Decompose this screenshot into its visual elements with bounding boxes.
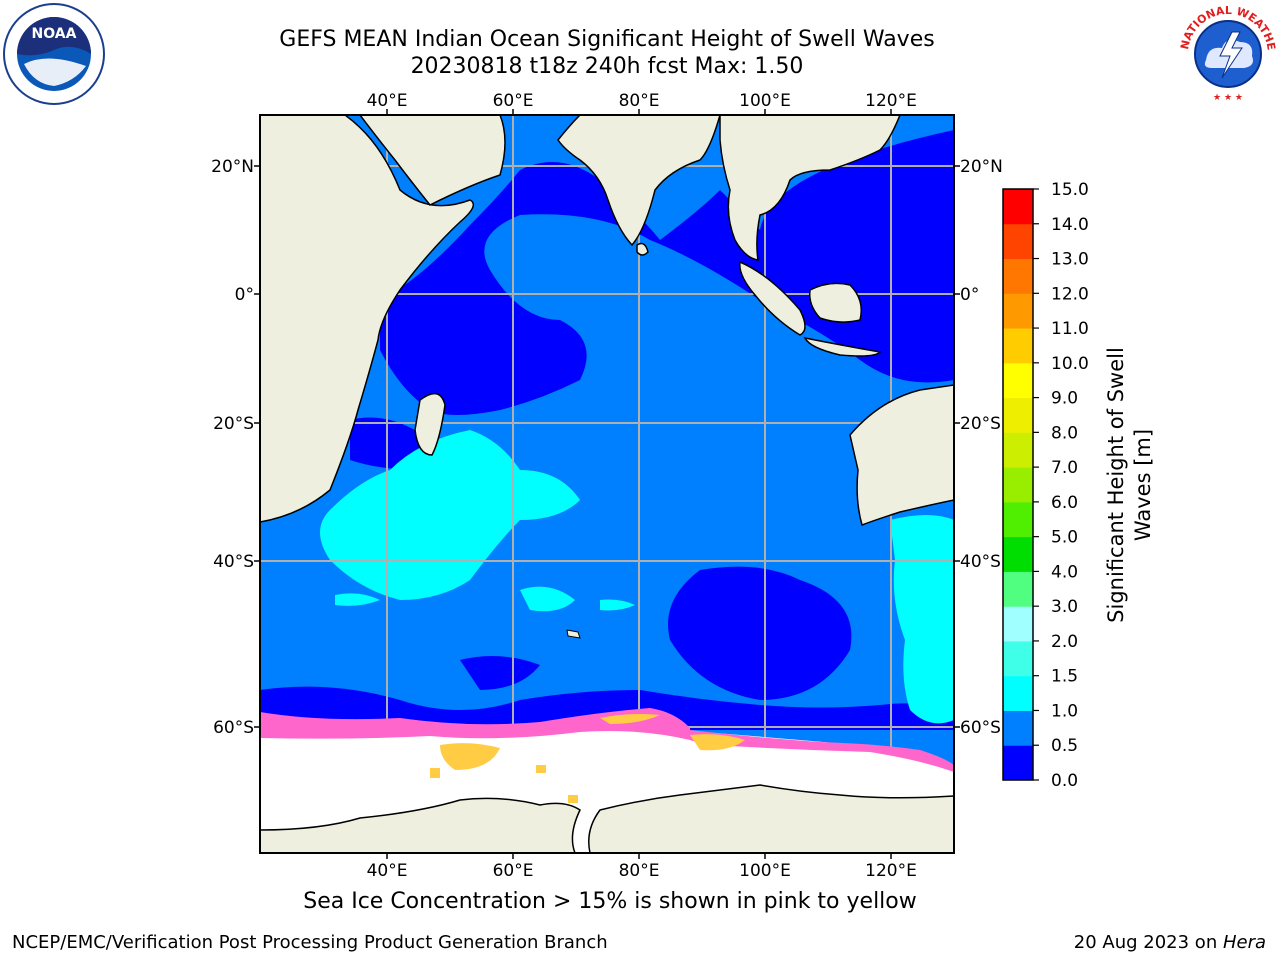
lon-label-bottom: 80°E xyxy=(619,861,660,881)
colorbar-swatch xyxy=(1003,606,1033,642)
lon-label-top: 60°E xyxy=(493,91,534,111)
lat-label-left: 60°S xyxy=(213,718,254,738)
colorbar-tick-label: 14.0 xyxy=(1051,215,1089,235)
noaa-logo-text: NOAA xyxy=(32,26,77,42)
colorbar-tick-label: 7.0 xyxy=(1051,458,1078,478)
colorbar-tick-label: 2.0 xyxy=(1051,632,1078,652)
land-masses xyxy=(260,115,954,853)
colorbar-tick-label: 3.0 xyxy=(1051,597,1078,617)
colorbar-swatch xyxy=(1003,328,1033,364)
map-title: GEFS MEAN Indian Ocean Significant Heigh… xyxy=(279,27,935,52)
lon-label-top: 100°E xyxy=(739,91,791,111)
colorbar-tick-label: 11.0 xyxy=(1051,319,1089,339)
colorbar-swatch xyxy=(1003,397,1033,433)
madagascar xyxy=(414,392,446,456)
colorbar-frame xyxy=(1002,188,1034,781)
colorbar-tick-label: 8.0 xyxy=(1051,423,1078,443)
colorbar-swatch xyxy=(1003,640,1033,677)
colorbar-tick-label: 4.0 xyxy=(1051,562,1078,582)
lat-label-right: 20°N xyxy=(960,157,1003,177)
africa xyxy=(260,115,475,523)
credit-date: 20 Aug 2023 on xyxy=(1073,932,1223,953)
colorbar-swatch xyxy=(1003,362,1033,399)
map-subtitle: 20230818 t18z 240h fcst Max: 1.50 xyxy=(410,54,804,79)
lat-label-left: 40°S xyxy=(213,552,254,572)
lat-label-right: 20°S xyxy=(960,414,1001,434)
colorbar-tick-label: 1.5 xyxy=(1051,667,1078,687)
colorbar-swatch xyxy=(1003,501,1033,538)
credit-left: NCEP/EMC/Verification Post Processing Pr… xyxy=(12,932,608,953)
colorbar-swatch xyxy=(1003,536,1033,572)
colorbar-tick-label: 15.0 xyxy=(1051,180,1089,200)
colorbar-tick-label: 0.0 xyxy=(1051,771,1078,791)
sea-ice-note: Sea Ice Concentration > 15% is shown in … xyxy=(303,889,917,914)
lon-label-top: 80°E xyxy=(619,91,660,111)
swell-high-regions xyxy=(320,430,954,724)
lat-label-right: 60°S xyxy=(960,718,1001,738)
colorbar-swatch xyxy=(1003,710,1033,746)
sea-ice-edge-yellow xyxy=(430,714,745,826)
lon-label-bottom: 100°E xyxy=(739,861,791,881)
india xyxy=(557,115,721,247)
colorbar-swatch xyxy=(1003,745,1033,781)
colorbar-tick-label: 12.0 xyxy=(1051,284,1089,304)
map-frame xyxy=(259,114,955,854)
colorbar-tick-label: 10.0 xyxy=(1051,354,1089,374)
java xyxy=(803,336,882,357)
sea-ice-edge-pink xyxy=(260,708,954,772)
colorbar-tick-label: 1.0 xyxy=(1051,701,1078,721)
lon-label-bottom: 120°E xyxy=(865,861,917,881)
colorbar-tick-label: 9.0 xyxy=(1051,389,1078,409)
credit-right: 20 Aug 2023 on Hera xyxy=(1074,932,1266,953)
lon-label-bottom: 40°E xyxy=(367,861,408,881)
lat-label-right: 0° xyxy=(960,285,979,305)
lon-label-top: 120°E xyxy=(865,91,917,111)
colorbar-tick-label: 6.0 xyxy=(1051,493,1078,513)
lon-label-bottom: 60°E xyxy=(493,861,534,881)
colorbar-swatch xyxy=(1003,258,1033,294)
sumatra xyxy=(739,260,806,336)
lat-label-left: 0° xyxy=(235,285,254,305)
colorbar-title-line1: Significant Height of Swell xyxy=(1104,347,1128,623)
kerguelen-island xyxy=(566,629,581,639)
australia xyxy=(849,384,954,526)
colorbar-swatch xyxy=(1003,223,1033,260)
map-panel xyxy=(260,115,954,853)
colorbar-swatch xyxy=(1003,467,1033,503)
colorbar-title-line2: Waves [m] xyxy=(1131,429,1155,541)
colorbar-swatch xyxy=(1003,571,1033,607)
lat-label-left: 20°S xyxy=(213,414,254,434)
arabia xyxy=(359,115,506,206)
colorbar-tick-label: 13.0 xyxy=(1051,250,1089,270)
sri-lanka xyxy=(636,242,649,256)
lon-label-top: 40°E xyxy=(367,91,408,111)
colorbar: 0.0 0.5 1.0 1.5 2.0 3.0 4.0 5.0 6.0 7.0 8.0 9.0 10.0… xyxy=(1002,180,1089,791)
lat-label-left: 20°N xyxy=(211,157,254,177)
credit-host: Hera xyxy=(1222,932,1266,953)
indochina xyxy=(719,115,901,261)
noaa-logo: NOAA xyxy=(3,3,105,105)
colorbar-swatch xyxy=(1003,293,1033,329)
borneo xyxy=(808,282,862,323)
swell-low-regions xyxy=(260,130,954,730)
colorbar-tick-label: 0.5 xyxy=(1051,736,1078,756)
colorbar-swatch xyxy=(1003,675,1033,711)
svg-text:★ ★ ★: ★ ★ ★ xyxy=(1213,93,1243,103)
colorbar-swatch xyxy=(1003,432,1033,468)
tick-marks xyxy=(254,109,960,859)
colorbar-tick-label: 5.0 xyxy=(1051,528,1078,548)
colorbar-swatch xyxy=(1003,189,1033,225)
nws-logo: NATIONAL WEATHER SERVICE ★ ★ ★ xyxy=(1176,2,1278,104)
lat-label-right: 40°S xyxy=(960,552,1001,572)
